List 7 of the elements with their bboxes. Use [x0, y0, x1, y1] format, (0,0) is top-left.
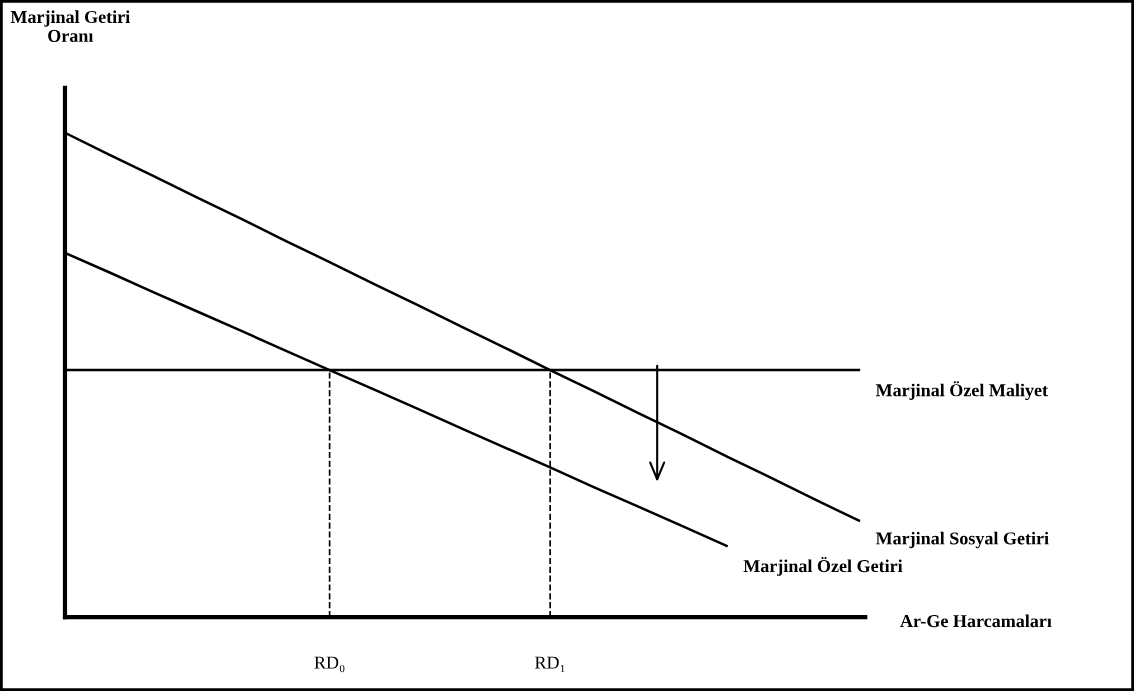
series-label: Marjinal Sosyal Getiri	[875, 531, 1049, 549]
x-tick-label: RD₀	[314, 656, 345, 673]
x-tick-label: RD₁	[534, 656, 565, 673]
series-label: Marjinal Özel Maliyet	[875, 381, 1048, 401]
x-axis-title: Ar-Ge Harcamaları	[900, 614, 1052, 628]
text: Marjinal Getiri Oranı	[10, 10, 130, 42]
series-label: Marjinal Özel Getiri	[743, 556, 903, 576]
